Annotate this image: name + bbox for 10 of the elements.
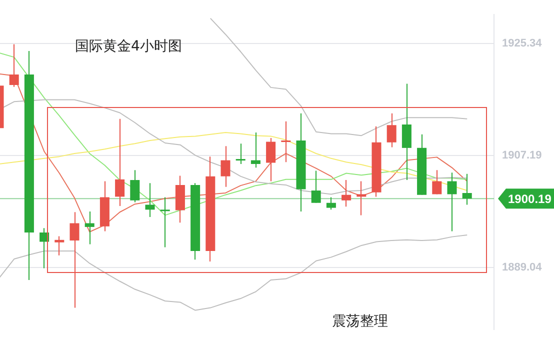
candlestick [356,181,366,216]
candlestick [236,144,246,164]
annotation: 震荡整理 [332,314,388,330]
ref-line-label: 1900.19 [508,192,552,206]
y-tick-label: 1907.19 [502,149,542,162]
y-tick-label: 1925.34 [502,37,543,50]
text: 国际黄金4小时图 [75,38,182,55]
candlestick [281,121,291,162]
y-tick-label: 1889.04 [502,261,543,274]
candlestick [160,197,170,248]
